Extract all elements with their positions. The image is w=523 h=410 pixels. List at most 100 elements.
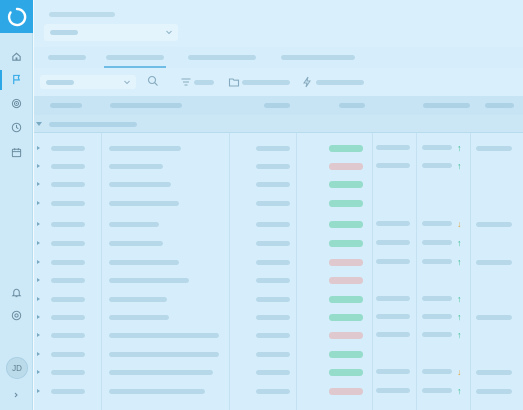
- chevron-right-icon[interactable]: [11, 390, 21, 400]
- table-row[interactable]: [34, 176, 523, 194]
- nav-history[interactable]: [8, 119, 25, 136]
- table-row[interactable]: [34, 195, 523, 213]
- column-divider: [372, 133, 373, 410]
- calendar-icon: [11, 148, 22, 158]
- caret-right-icon[interactable]: [37, 333, 40, 337]
- caret-right-icon[interactable]: [37, 182, 40, 186]
- cell-placeholder: [51, 222, 85, 227]
- arrow-up-icon: ↑: [457, 386, 462, 396]
- active-tab-underline: [104, 66, 166, 68]
- search-icon[interactable]: [147, 75, 159, 87]
- cell-placeholder: [376, 314, 410, 319]
- tab-1[interactable]: [48, 55, 86, 60]
- column-divider: [229, 133, 230, 410]
- nav-notifications[interactable]: [8, 284, 25, 301]
- table-row[interactable]: ↑: [34, 327, 523, 345]
- status-badge: [329, 388, 363, 395]
- filter-select[interactable]: [40, 75, 136, 89]
- view-select[interactable]: [44, 24, 178, 41]
- chevron-down-icon: [166, 30, 172, 35]
- status-badge: [329, 145, 363, 152]
- cell-placeholder: [376, 221, 410, 226]
- filter-icon[interactable]: [180, 76, 192, 88]
- cell-placeholder: [476, 315, 512, 320]
- cell-placeholder: [109, 315, 169, 320]
- arrow-down-icon: ↓: [457, 219, 462, 229]
- cell-placeholder: [376, 163, 410, 168]
- caret-down-icon: [36, 122, 42, 126]
- table-row[interactable]: ↑: [34, 291, 523, 309]
- column-header[interactable]: [339, 103, 365, 108]
- status-badge: [329, 181, 363, 188]
- nav-help[interactable]: [8, 307, 25, 324]
- table-row[interactable]: [34, 272, 523, 290]
- nav-home[interactable]: [8, 48, 25, 65]
- arrow-up-icon: ↑: [457, 257, 462, 267]
- nav-targets[interactable]: [8, 95, 25, 112]
- table-row[interactable]: ↑: [34, 254, 523, 272]
- cell-placeholder: [51, 146, 85, 151]
- cell-placeholder: [109, 389, 205, 394]
- table-row[interactable]: ↑: [34, 158, 523, 176]
- caret-right-icon[interactable]: [37, 297, 40, 301]
- nav-calendar[interactable]: [8, 144, 25, 161]
- filter-select-placeholder: [46, 80, 74, 85]
- status-badge: [329, 221, 363, 228]
- arrow-up-icon: ↑: [457, 294, 462, 304]
- cell-placeholder: [51, 370, 85, 375]
- active-indicator: [0, 70, 2, 90]
- column-header[interactable]: [423, 103, 470, 108]
- cell-placeholder: [376, 388, 410, 393]
- cell-placeholder: [51, 352, 85, 357]
- tab-2-active[interactable]: [106, 55, 164, 60]
- caret-right-icon[interactable]: [37, 315, 40, 319]
- caret-right-icon[interactable]: [37, 146, 40, 150]
- cell-placeholder: [51, 389, 85, 394]
- loader-logo-icon: [7, 7, 26, 26]
- cell-placeholder: [51, 333, 85, 338]
- caret-right-icon[interactable]: [37, 241, 40, 245]
- cell-placeholder: [256, 278, 290, 283]
- help-icon: [11, 310, 22, 321]
- status-badge: [329, 200, 363, 207]
- status-badge: [329, 163, 363, 170]
- cell-placeholder: [51, 201, 85, 206]
- cell-placeholder: [476, 389, 512, 394]
- avatar[interactable]: JD: [6, 357, 28, 379]
- column-header[interactable]: [50, 103, 82, 108]
- avatar-initials: JD: [12, 363, 22, 373]
- cell-placeholder: [422, 163, 452, 168]
- table-row[interactable]: ↓: [34, 216, 523, 234]
- cell-placeholder: [109, 352, 219, 357]
- app-logo[interactable]: [0, 0, 33, 33]
- cell-placeholder: [109, 297, 167, 302]
- caret-right-icon[interactable]: [37, 370, 40, 374]
- tab-4[interactable]: [281, 55, 355, 60]
- table-row[interactable]: ↑: [34, 383, 523, 401]
- group-row[interactable]: [34, 115, 523, 133]
- caret-right-icon[interactable]: [37, 201, 40, 205]
- table-row[interactable]: ↑: [34, 235, 523, 253]
- table-row[interactable]: ↑: [34, 309, 523, 327]
- header: [34, 0, 523, 47]
- column-header[interactable]: [264, 103, 290, 108]
- caret-right-icon[interactable]: [37, 278, 40, 282]
- cell-placeholder: [51, 297, 85, 302]
- main-content: ↑ ↑ ↓ ↑ ↑ ↑ ↑ ↑ ↓ ↑: [34, 0, 523, 410]
- column-header[interactable]: [485, 103, 514, 108]
- lightning-icon[interactable]: [301, 76, 313, 88]
- caret-right-icon[interactable]: [37, 352, 40, 356]
- caret-right-icon[interactable]: [37, 222, 40, 226]
- caret-right-icon[interactable]: [37, 164, 40, 168]
- column-divider: [470, 133, 471, 410]
- folder-icon[interactable]: [228, 76, 240, 88]
- tab-3[interactable]: [188, 55, 256, 60]
- table-row[interactable]: [34, 346, 523, 364]
- column-header[interactable]: [110, 103, 182, 108]
- table-row[interactable]: ↓: [34, 364, 523, 382]
- caret-right-icon[interactable]: [37, 389, 40, 393]
- cell-placeholder: [256, 389, 290, 394]
- caret-right-icon[interactable]: [37, 260, 40, 264]
- table-row[interactable]: ↑: [34, 140, 523, 158]
- nav-goals[interactable]: [8, 71, 25, 88]
